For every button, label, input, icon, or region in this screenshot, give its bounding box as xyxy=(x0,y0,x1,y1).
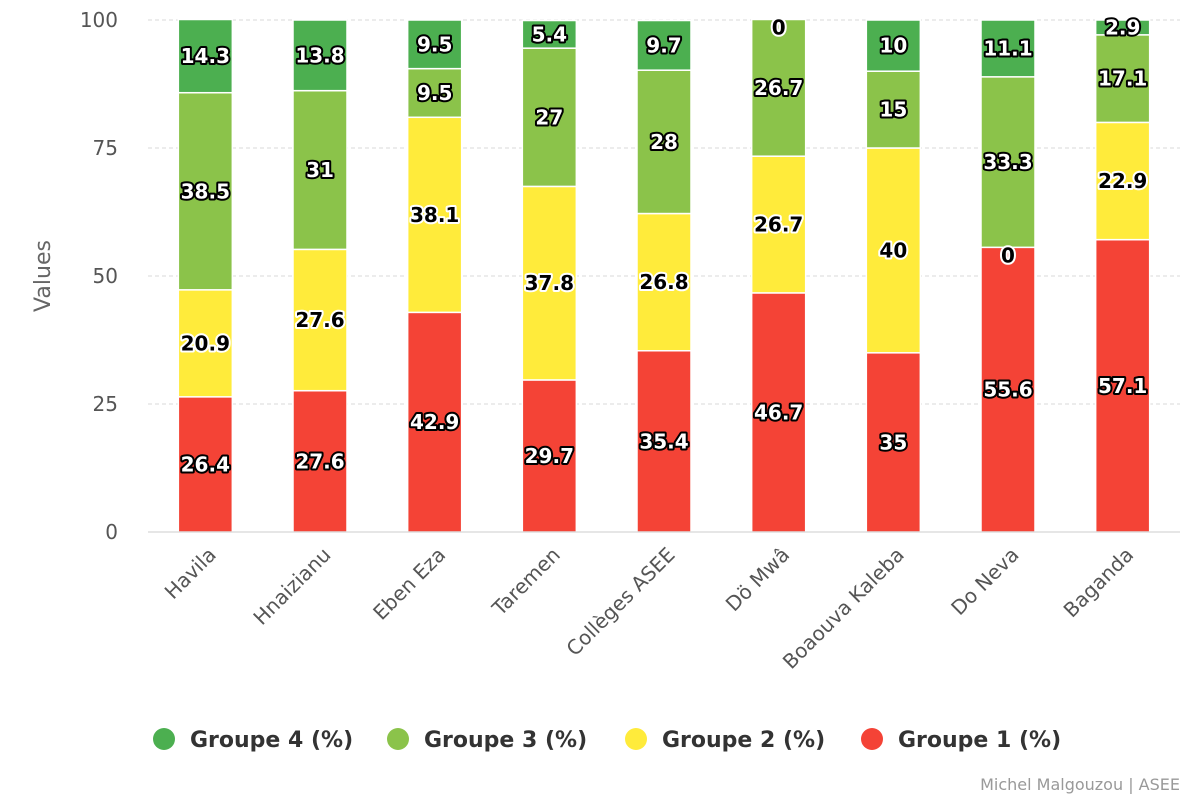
data-label: 22.9 xyxy=(1098,169,1147,193)
x-tick-label: Baganda xyxy=(1059,543,1139,623)
bar-segment[interactable] xyxy=(521,185,578,381)
data-label: 37.8 xyxy=(525,271,574,295)
data-label: 9.7 xyxy=(646,33,681,57)
credits-text[interactable]: Michel Malgouzou | ASEE xyxy=(980,775,1180,794)
data-label: 29.7 xyxy=(525,444,574,468)
data-label: 20.9 xyxy=(181,331,230,355)
bar-segment[interactable] xyxy=(636,212,692,352)
bar-segment[interactable] xyxy=(1094,121,1151,241)
legend-item[interactable]: Groupe 2 (%) xyxy=(625,728,825,753)
bar-segment[interactable] xyxy=(521,19,578,49)
data-label: 5.4 xyxy=(532,22,567,46)
legend-item[interactable]: Groupe 4 (%) xyxy=(153,728,353,753)
bar-segment[interactable] xyxy=(406,311,463,533)
bar-segment[interactable] xyxy=(865,19,922,72)
bar-segment[interactable] xyxy=(406,67,463,119)
x-tick-label: Do Neva xyxy=(946,543,1023,620)
bar-segment[interactable] xyxy=(1094,238,1151,533)
y-tick-label: 100 xyxy=(80,8,118,32)
bar-segment[interactable] xyxy=(980,19,1036,78)
bars xyxy=(177,18,1151,533)
data-label: 31 xyxy=(306,158,334,182)
data-label: 40 xyxy=(879,238,907,262)
legend-marker-icon xyxy=(861,728,883,750)
legend-label: Groupe 3 (%) xyxy=(424,728,587,753)
legend-label: Groupe 4 (%) xyxy=(190,728,353,753)
bar-segment[interactable] xyxy=(865,147,922,354)
data-label: 28 xyxy=(650,130,678,154)
x-tick-label: Havila xyxy=(160,543,221,604)
bar-segment[interactable] xyxy=(406,116,463,314)
data-label: 33.3 xyxy=(983,150,1032,174)
data-label: 27 xyxy=(535,105,563,129)
legend-label: Groupe 2 (%) xyxy=(662,728,825,753)
data-label: 10 xyxy=(879,34,907,58)
x-tick-label: Dö Mwâ xyxy=(721,543,794,616)
x-tick-label: Hnaizianu xyxy=(248,543,335,630)
data-label: 9.5 xyxy=(417,81,452,105)
bar-segment[interactable] xyxy=(636,69,692,215)
data-label: 14.3 xyxy=(181,44,230,68)
x-tick-label: Boaouva Kaleba xyxy=(778,543,909,674)
bar-segment[interactable] xyxy=(292,89,348,251)
bar-segment[interactable] xyxy=(636,19,692,71)
y-tick-label: 75 xyxy=(93,136,118,160)
legend-item[interactable]: Groupe 3 (%) xyxy=(387,728,587,753)
y-axis-title: Values xyxy=(31,240,56,312)
bar-segment[interactable] xyxy=(750,155,807,294)
bar-segment[interactable] xyxy=(1094,34,1151,124)
data-label: 27.6 xyxy=(295,449,344,473)
bar-segment[interactable] xyxy=(521,47,578,188)
data-label: 13.8 xyxy=(295,43,344,67)
data-label: 9.5 xyxy=(417,32,452,56)
bar-segment[interactable] xyxy=(292,248,348,392)
x-tick-label: Eben Eza xyxy=(368,543,450,625)
legend-item[interactable]: Groupe 1 (%) xyxy=(861,728,1061,753)
data-label: 42.9 xyxy=(410,410,459,434)
legend: Groupe 4 (%) Groupe 3 (%) Groupe 2 (%) Grou… xyxy=(153,728,1061,753)
data-label: 38.5 xyxy=(181,179,230,203)
data-label: 11.1 xyxy=(983,36,1032,60)
legend-label: Groupe 1 (%) xyxy=(898,728,1061,753)
bar-segment[interactable] xyxy=(177,289,234,398)
data-label: 26.7 xyxy=(754,76,803,100)
x-tick-label: Taremen xyxy=(487,543,565,621)
bar-segment[interactable] xyxy=(1094,19,1151,36)
bar-segment[interactable] xyxy=(865,352,922,533)
data-label: 55.6 xyxy=(983,378,1032,402)
data-label: 35.4 xyxy=(639,429,688,453)
bar-segment[interactable] xyxy=(406,19,463,70)
data-label: 26.4 xyxy=(181,452,230,476)
bar-segment[interactable] xyxy=(292,19,348,92)
data-label: 17.1 xyxy=(1098,67,1147,91)
y-tick-label: 50 xyxy=(93,264,118,288)
data-label: 27.6 xyxy=(295,308,344,332)
data-label: 0 xyxy=(772,15,786,39)
data-label: 46.7 xyxy=(754,400,803,424)
x-tick-label: Collèges ASEE xyxy=(561,543,679,661)
data-label: 15 xyxy=(879,98,907,122)
legend-marker-icon xyxy=(387,728,409,750)
data-label: 2.9 xyxy=(1105,15,1140,39)
bar-segment[interactable] xyxy=(177,18,234,94)
legend-marker-icon xyxy=(625,728,647,750)
data-label: 26.7 xyxy=(754,213,803,237)
bar-segment[interactable] xyxy=(750,18,807,157)
data-label: 38.1 xyxy=(410,203,459,227)
data-labels: 26.4 20.9 38.5 14.3 27.6 27.6 31 13.8 42.9 38.1 9.… xyxy=(179,13,1150,478)
data-label: 57.1 xyxy=(1098,374,1147,398)
data-label: 0 xyxy=(1001,243,1015,267)
bar-segment[interactable] xyxy=(980,76,1036,249)
y-tick-label: 25 xyxy=(93,392,118,416)
y-tick-label: 0 xyxy=(105,520,118,544)
data-label: 35 xyxy=(879,430,907,454)
legend-marker-icon xyxy=(153,728,175,750)
data-label: 26.8 xyxy=(639,270,688,294)
